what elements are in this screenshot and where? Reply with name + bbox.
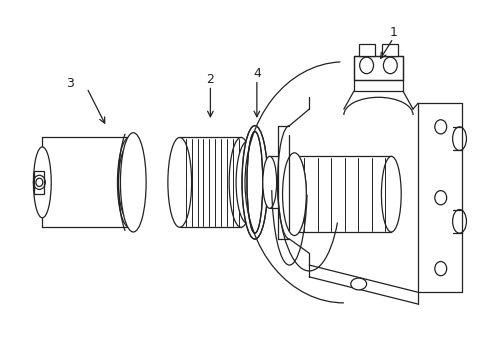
Ellipse shape xyxy=(434,120,446,134)
Ellipse shape xyxy=(120,133,146,232)
Text: 4: 4 xyxy=(252,67,260,80)
Polygon shape xyxy=(34,171,44,194)
Ellipse shape xyxy=(167,138,191,227)
Polygon shape xyxy=(353,56,402,80)
Ellipse shape xyxy=(282,153,305,235)
Text: 3: 3 xyxy=(66,77,74,90)
Ellipse shape xyxy=(434,261,446,276)
Ellipse shape xyxy=(36,178,43,186)
Ellipse shape xyxy=(238,147,257,218)
Ellipse shape xyxy=(246,131,262,233)
Ellipse shape xyxy=(262,156,276,208)
Ellipse shape xyxy=(117,138,141,227)
Ellipse shape xyxy=(242,126,267,239)
Text: 1: 1 xyxy=(388,26,396,39)
Ellipse shape xyxy=(452,210,466,233)
Ellipse shape xyxy=(286,156,305,232)
Polygon shape xyxy=(382,44,397,56)
Ellipse shape xyxy=(383,57,396,74)
Ellipse shape xyxy=(236,141,259,224)
Text: 2: 2 xyxy=(206,73,214,86)
Ellipse shape xyxy=(350,278,366,290)
Ellipse shape xyxy=(359,57,373,74)
Ellipse shape xyxy=(118,145,140,220)
Ellipse shape xyxy=(434,191,446,205)
Ellipse shape xyxy=(229,138,252,227)
Ellipse shape xyxy=(452,127,466,150)
Polygon shape xyxy=(358,44,374,56)
Ellipse shape xyxy=(33,147,51,218)
Ellipse shape xyxy=(381,156,400,232)
